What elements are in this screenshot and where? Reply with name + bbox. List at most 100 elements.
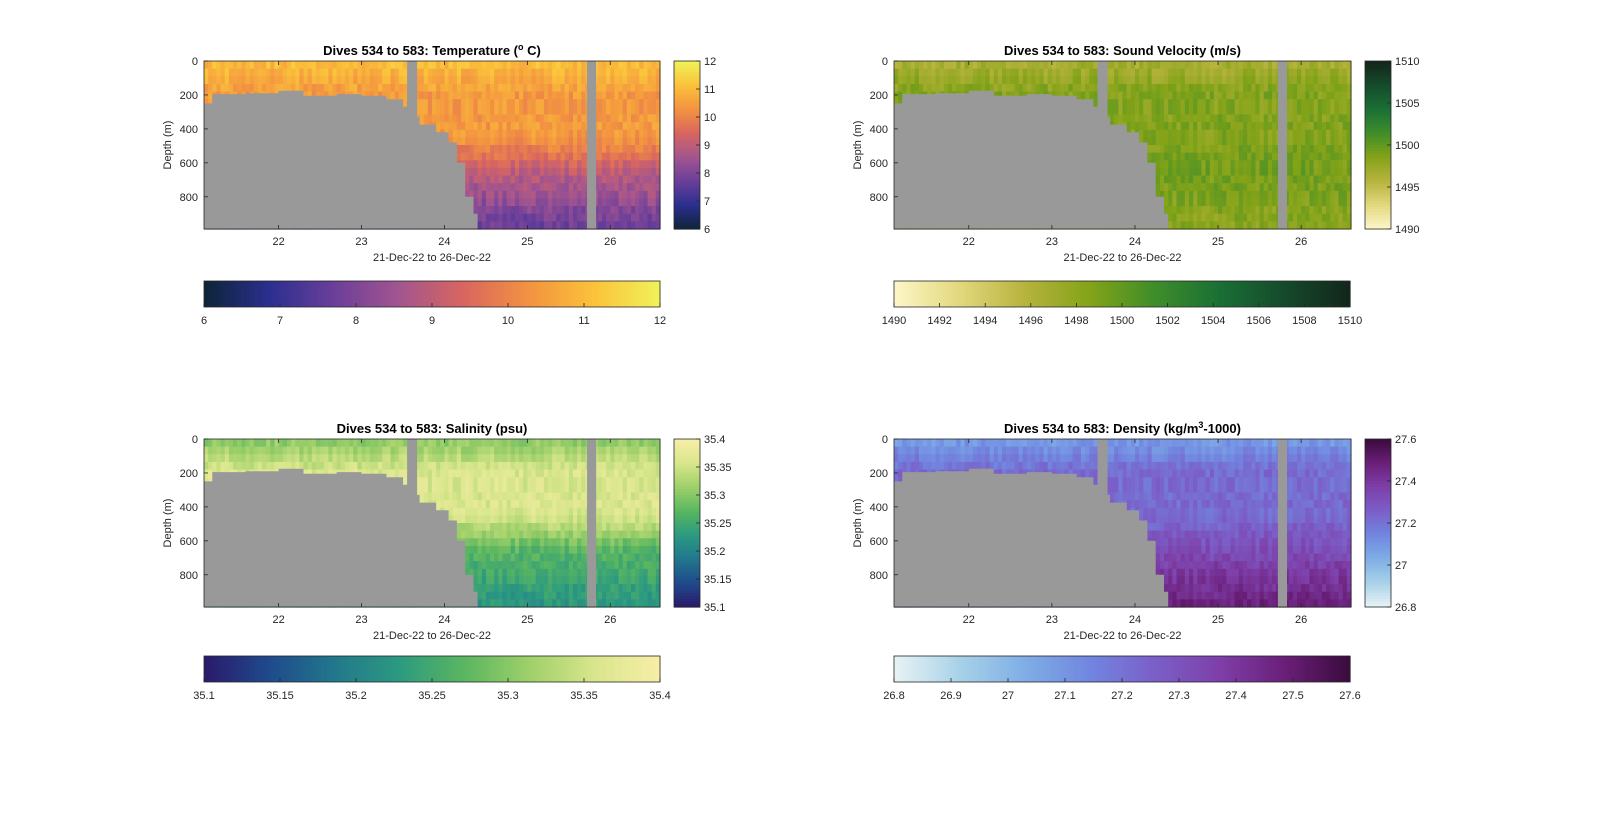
heatmap-cell xyxy=(514,175,520,184)
heatmap-cell xyxy=(535,91,541,100)
heatmap-cell xyxy=(1193,145,1198,154)
colorbar-segment xyxy=(610,281,615,307)
heatmap-cell xyxy=(1218,114,1223,123)
heatmap-cell xyxy=(1114,61,1119,70)
heatmap-cell xyxy=(1205,160,1211,169)
colorbar-segment xyxy=(674,122,700,126)
heatmap-cell xyxy=(581,91,586,100)
heatmap-cell xyxy=(469,175,475,184)
heatmap-cell xyxy=(1292,129,1298,138)
colorbar-segment xyxy=(674,69,700,73)
heatmap-cell xyxy=(1197,137,1203,146)
heatmap-cell xyxy=(1085,68,1090,77)
heatmap-cell xyxy=(643,145,649,154)
heatmap-cell xyxy=(560,221,566,230)
heatmap-cell xyxy=(423,76,429,85)
heatmap-cell xyxy=(1155,145,1161,154)
heatmap-cell xyxy=(1147,68,1153,77)
heatmap-cell xyxy=(527,183,533,192)
heatmap-cell xyxy=(386,76,392,85)
heatmap-cell xyxy=(490,206,495,215)
heatmap-cell xyxy=(1143,106,1149,116)
heatmap-cell xyxy=(1184,122,1190,131)
heatmap-cell xyxy=(514,160,520,169)
heatmap-cell xyxy=(1151,61,1157,70)
heatmap-cell xyxy=(485,213,491,222)
heatmap-cell xyxy=(630,183,636,192)
heatmap-cell xyxy=(956,76,962,85)
heatmap-cell xyxy=(1292,206,1298,215)
chart-title: Dives 534 to 583: Temperature (o C) xyxy=(323,42,541,58)
heatmap-cell xyxy=(1313,145,1319,154)
heatmap-cell xyxy=(1184,221,1190,230)
heatmap-cell xyxy=(1222,114,1227,123)
horizontal-colorbar: 6 7 8 9 10 11 12 xyxy=(201,280,666,327)
heatmap-cell xyxy=(1321,190,1327,200)
heatmap-cell xyxy=(647,68,653,77)
heatmap-cell xyxy=(204,99,209,108)
x-tick-label: 23 xyxy=(355,236,367,248)
heatmap-cell xyxy=(1188,221,1194,230)
heatmap-cell xyxy=(461,91,466,100)
heatmap-cell xyxy=(952,83,957,93)
heatmap-cell xyxy=(601,122,607,131)
colorbar-segment xyxy=(226,281,232,307)
heatmap-cell xyxy=(220,76,226,85)
colorbar-segment xyxy=(674,125,700,129)
heatmap-cell xyxy=(1118,68,1124,77)
heatmap-cell xyxy=(993,83,999,93)
heatmap-cell xyxy=(469,76,475,85)
heatmap-cell xyxy=(315,76,321,85)
heatmap-cell xyxy=(1255,68,1261,77)
heatmap-cell xyxy=(477,183,483,192)
colorbar-segment xyxy=(238,281,243,307)
heatmap-cell xyxy=(1164,206,1169,215)
heatmap-cell xyxy=(639,221,645,230)
heatmap-cell xyxy=(1018,76,1024,85)
heatmap-cell xyxy=(1193,129,1198,138)
heatmap-cell xyxy=(456,152,462,161)
heatmap-cell xyxy=(282,61,288,70)
heatmap-cell xyxy=(1201,61,1207,70)
heatmap-cell xyxy=(1251,175,1257,184)
heatmap-cell xyxy=(519,68,524,77)
heatmap-cell xyxy=(1230,213,1236,222)
heatmap-cell xyxy=(1143,68,1149,77)
heatmap-cell xyxy=(490,145,495,154)
heatmap-cell xyxy=(1151,76,1157,85)
heatmap-cell xyxy=(552,83,557,93)
heatmap-cell xyxy=(1139,99,1144,108)
heatmap-cell xyxy=(1326,76,1331,85)
heatmap-cell xyxy=(469,61,475,70)
heatmap-cell xyxy=(1164,99,1169,108)
heatmap-cell xyxy=(601,114,607,123)
colorbar-segment xyxy=(534,281,539,307)
heatmap-cell xyxy=(1234,83,1240,93)
heatmap-cell xyxy=(1085,61,1090,70)
heatmap-cell xyxy=(577,76,582,85)
heatmap-cell xyxy=(390,68,396,77)
heatmap-cell xyxy=(581,175,586,184)
heatmap-cell xyxy=(490,83,495,93)
heatmap-cell xyxy=(490,213,495,222)
heatmap-cell xyxy=(477,68,483,77)
heatmap-cell xyxy=(626,175,632,184)
heatmap-cell xyxy=(1222,221,1227,230)
heatmap-cell xyxy=(606,183,611,192)
heatmap-cell xyxy=(647,160,653,169)
heatmap-cell xyxy=(1247,76,1252,85)
heatmap-cell xyxy=(651,129,657,138)
y-tick-label: 800 xyxy=(180,192,198,204)
colorbar-segment xyxy=(637,281,642,307)
heatmap-cell xyxy=(548,175,553,184)
colorbar-segment xyxy=(447,281,452,307)
heatmap-cell xyxy=(291,61,296,70)
heatmap-cell xyxy=(581,99,586,108)
heatmap-cell xyxy=(481,129,487,138)
heatmap-cell xyxy=(635,198,640,207)
heatmap-cell xyxy=(1209,137,1215,146)
heatmap-cell xyxy=(552,175,557,184)
heatmap-cell xyxy=(498,99,504,108)
heatmap-cell xyxy=(1213,114,1219,123)
heatmap-cell xyxy=(647,137,653,146)
